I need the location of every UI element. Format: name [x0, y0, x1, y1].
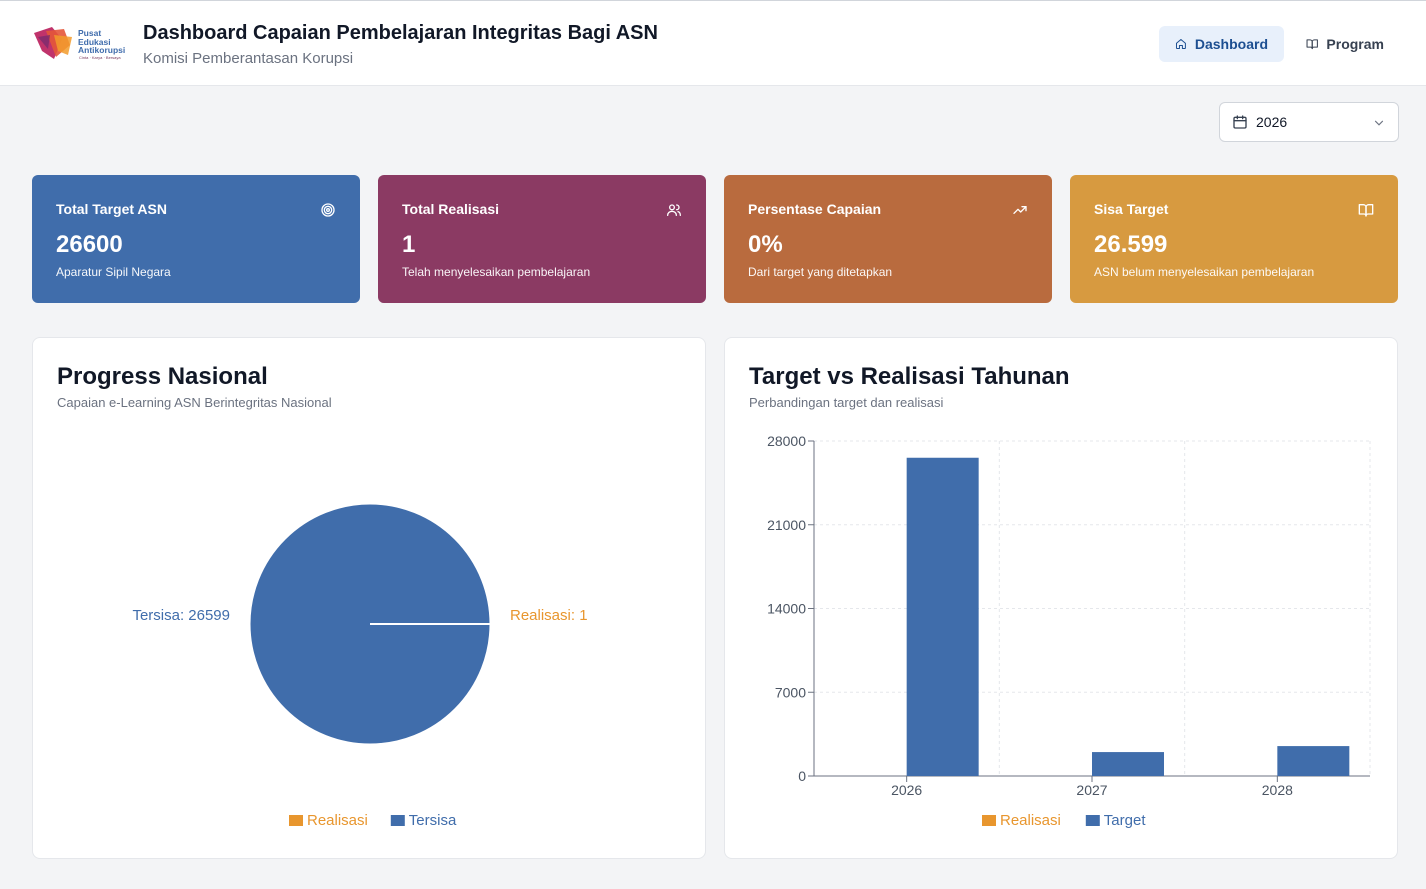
stat-card-sisa-target: Sisa Target 26.599 ASN belum menyelesaik…	[1070, 175, 1398, 303]
target-icon	[321, 203, 335, 217]
legend-label-realisasi: Realisasi	[1000, 812, 1061, 829]
x-tick-label: 2027	[1076, 782, 1107, 798]
nav-program-button[interactable]: Program	[1290, 26, 1400, 62]
stat-card-desc: Telah menyelesaikan pembelajaran	[402, 265, 591, 279]
stat-card-value: 26600	[56, 231, 123, 258]
legend-label-tersisa: Tersisa	[409, 812, 457, 829]
bar-target-2026	[906, 457, 979, 776]
legend-swatch-target	[1085, 815, 1100, 826]
panel-title: Target vs Realisasi Tahunan	[749, 363, 1070, 390]
year-select-value: 2026	[1256, 114, 1288, 130]
stat-card-total-target: Total Target ASN 26600 Aparatur Sipil Ne…	[32, 175, 360, 303]
pie-label-tersisa: Tersisa: 26599	[132, 607, 230, 624]
legend-swatch-realisasi	[982, 815, 996, 826]
y-tick-label: 14000	[767, 601, 806, 617]
home-icon	[1175, 39, 1186, 49]
stat-card-desc: Dari target yang ditetapkan	[748, 265, 893, 279]
legend-label-target: Target	[1104, 812, 1147, 829]
bar-target-2028	[1277, 746, 1350, 776]
stat-card-desc: ASN belum menyelesaikan pembelajaran	[1094, 265, 1315, 279]
x-tick-label: 2026	[891, 782, 922, 798]
pie-chart: Realisasi: 1 Tersisa: 26599 Realisasi Tersi…	[132, 503, 588, 829]
logo-line: Antikorupsi	[78, 45, 126, 55]
stat-card-value: 1	[402, 231, 416, 258]
target-vs-realisasi-panel: Target vs Realisasi Tahunan Perbandingan…	[724, 337, 1398, 859]
stat-card-total-realisasi: Total Realisasi 1 Telah menyelesaikan pe…	[378, 175, 706, 303]
legend-swatch-realisasi	[289, 815, 303, 826]
progress-nasional-panel: Progress Nasional Capaian e-Learning ASN…	[32, 337, 706, 859]
logo-text: Pusat Edukasi Antikorupsi	[78, 29, 125, 55]
calendar-icon	[1233, 115, 1247, 129]
nav-dashboard-label: Dashboard	[1194, 36, 1268, 52]
users-icon	[667, 204, 681, 216]
stat-card-label: Sisa Target	[1094, 201, 1169, 217]
page-subtitle: Komisi Pemberantasan Korupsi	[143, 50, 354, 67]
y-tick-label: 21000	[767, 517, 806, 533]
stat-card-label: Persentase Capaian	[748, 201, 882, 217]
kpk-logo[interactable]: Pusat Edukasi Antikorupsi Cinta · Karya …	[32, 25, 128, 63]
stat-card-value: 0%	[748, 231, 783, 258]
page-title: Dashboard Capaian Pembelajaran Integrita…	[143, 22, 658, 44]
nav-program-label: Program	[1326, 36, 1384, 52]
logo-tagline: Cinta · Karya · Bersaya	[79, 55, 121, 60]
chevron-down-icon	[1374, 120, 1384, 126]
bar-target-2027	[1092, 752, 1164, 776]
y-tick-label: 0	[798, 768, 806, 784]
y-tick-label: 7000	[775, 684, 806, 700]
legend-label-realisasi: Realisasi	[307, 812, 368, 829]
panel-subtitle: Capaian e-Learning ASN Berintegritas Nas…	[57, 395, 332, 410]
logo-mark-icon	[34, 27, 72, 59]
year-select[interactable]: 2026	[1219, 102, 1399, 142]
stat-card-desc: Aparatur Sipil Negara	[56, 265, 171, 279]
logo-line: Edukasi	[78, 36, 111, 47]
logo-line: Pusat	[78, 28, 102, 38]
stat-card-persentase: Persentase Capaian 0% Dari target yang d…	[724, 175, 1052, 303]
stat-card-label: Total Realisasi	[402, 201, 500, 217]
legend-swatch-tersisa	[390, 815, 405, 826]
app-header: Pusat Edukasi Antikorupsi Cinta · Karya …	[0, 0, 1426, 86]
stat-card-value: 26.599	[1094, 231, 1168, 258]
trending-up-icon	[1013, 206, 1027, 214]
bar-chart: 0 7000 14000 21000 28000 2026 2027 2028 Realisas…	[767, 433, 1371, 829]
x-tick-label: 2028	[1262, 782, 1293, 798]
nav-dashboard-button[interactable]: Dashboard	[1159, 26, 1284, 62]
pie-label-realisasi: Realisasi: 1	[510, 607, 588, 624]
panel-title: Progress Nasional	[57, 363, 268, 390]
panel-subtitle: Perbandingan target dan realisasi	[749, 395, 944, 410]
book-open-icon	[1306, 39, 1318, 50]
stat-card-label: Total Target ASN	[56, 201, 167, 217]
book-icon	[1358, 204, 1374, 217]
y-tick-label: 28000	[767, 433, 806, 449]
